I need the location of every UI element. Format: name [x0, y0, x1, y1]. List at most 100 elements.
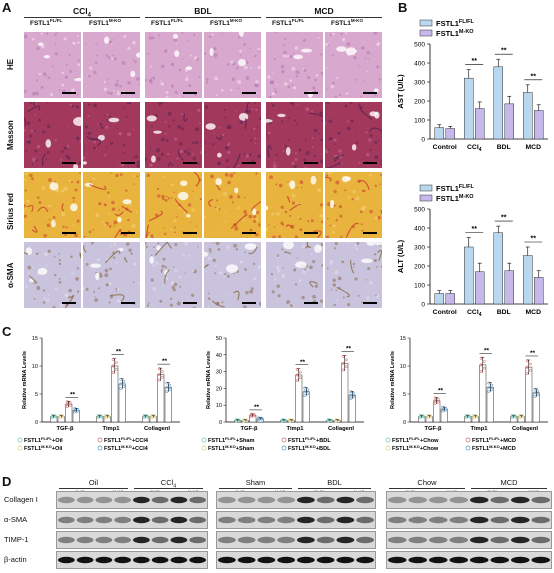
mrna-chart-2: 0 5 10 15 Relative mRNA Levels ** TGF-β ** Timp1… [385, 336, 548, 452]
histology-image-1-3 [204, 102, 261, 168]
bar-2-1 [295, 374, 303, 423]
scale-bar-0-4 [304, 92, 318, 94]
bar-2-2 [525, 366, 533, 423]
bar-0-1 [464, 246, 474, 305]
category-label-2: CollagenI [144, 426, 170, 432]
histology-image-3-1 [83, 242, 140, 308]
legend-marker-0 [17, 437, 23, 443]
legend-label-0: FSTL1FL/FL+Sham [208, 436, 255, 444]
bar-1-0 [445, 128, 455, 140]
panel-letter-b: B [398, 0, 408, 15]
histology-image-2-0 [24, 172, 81, 238]
scale-bar-1-5 [363, 162, 377, 164]
histology-image-3-5 [325, 242, 382, 308]
ytick-label: 50 [216, 336, 222, 342]
legend-label-1: FSTL1M-KO [436, 194, 474, 203]
legend-marker-0 [385, 437, 391, 443]
significance-mark: ** [254, 404, 260, 411]
legend-label-1: FSTL1FL/FL+MCD [472, 436, 516, 444]
scale-bar-2-3 [242, 232, 256, 234]
category-label-0: TGF-β [424, 426, 442, 432]
significance-mark: ** [162, 358, 168, 365]
histology-image-2-3 [204, 172, 261, 238]
blot-2-1 [386, 511, 552, 529]
ytick-label: 30 [216, 370, 222, 376]
group-underline-0 [24, 17, 140, 18]
legend-marker-1 [465, 437, 471, 443]
histology-image-0-3 [204, 32, 261, 98]
ytick-label: 40 [216, 353, 222, 359]
scale-bar-3-3 [242, 302, 256, 304]
significance-mark: ** [438, 388, 444, 395]
blot-2-2 [386, 531, 552, 549]
ytick-label: 10 [400, 364, 406, 370]
scale-bar-0-2 [183, 92, 197, 94]
bar-1-3 [534, 110, 544, 140]
legend-swatch-1 [419, 29, 433, 37]
significance-mark: ** [346, 346, 352, 353]
legend-marker-1 [97, 437, 103, 443]
ytick-label: 0 [35, 420, 38, 426]
ytick-label: 0 [403, 420, 406, 426]
group-underline-2 [266, 17, 382, 18]
stain-label-3: α-SMA [6, 262, 15, 288]
legend-label-3: FSTL1M-KO+BDL [288, 444, 331, 452]
ylabel: AST (U/L) [396, 74, 405, 109]
legend-swatch-1 [419, 194, 433, 202]
genotype-label-2-1: FSTL1M-KO [331, 18, 363, 28]
ytick-label: 20 [216, 386, 222, 392]
bar-2-1 [111, 365, 119, 423]
legend-label-3: FSTL1M-KO+CCl4 [104, 444, 149, 452]
ytick-label: 500 [414, 207, 425, 214]
panel-letter-a: A [2, 0, 12, 15]
legend-label-0: FSTL1FL/FL+Chow [392, 436, 439, 444]
category-label-3: MCD [526, 144, 542, 151]
ytick-label: 5 [35, 392, 38, 398]
histology-image-2-4 [266, 172, 323, 238]
blot-2-3 [386, 551, 552, 569]
genotype-label-1-0: FSTL1FL/FL [151, 18, 184, 28]
bar-2-1 [479, 364, 487, 423]
blot-group-line-1-0 [219, 488, 292, 489]
stain-label-0: HE [6, 58, 15, 70]
stain-label-2: Sirius red [6, 193, 15, 230]
legend-marker-3 [97, 445, 103, 451]
legend-label-0: FSTL1FL/FL [436, 184, 475, 193]
legend-label-2: FSTL1M-KO+Chow [392, 444, 439, 452]
ytick-label: 0 [219, 420, 222, 426]
category-label-1: CCl4 [467, 144, 482, 153]
blot-row-label-1: α-SMA [4, 515, 28, 524]
bar-1-2 [504, 103, 514, 140]
ytick-label: 400 [414, 226, 425, 233]
mrna-chart-0: 0 5 10 15 Relative mRNA Levels ** TGF-β ** Timp1… [17, 336, 180, 452]
ylabel: Relative mRNA Levels [390, 351, 396, 409]
category-label-2: CollagenI [328, 426, 354, 432]
legend-marker-0 [201, 437, 207, 443]
histology-image-1-5 [325, 102, 382, 168]
category-label-0: TGF-β [56, 426, 74, 432]
histology-image-0-4 [266, 32, 323, 98]
blot-row-label-3: β-actin [4, 555, 27, 564]
scale-bar-1-1 [121, 162, 135, 164]
ytick-label: 200 [414, 99, 425, 106]
category-label-1: Timp1 [471, 426, 489, 432]
histology-image-0-0 [24, 32, 81, 98]
legend-marker-3 [465, 445, 471, 451]
scale-bar-2-4 [304, 232, 318, 234]
histology-image-2-5 [325, 172, 382, 238]
significance-mark: ** [501, 48, 507, 55]
blot-0-2 [56, 531, 208, 549]
bar-0-2 [493, 66, 503, 140]
scale-bar-0-1 [121, 92, 135, 94]
legend-label-0: FSTL1FL/FL [436, 19, 475, 28]
group-header-1: BDL [194, 6, 212, 16]
legend-label-1: FSTL1FL/FL+CCl4 [104, 436, 149, 444]
group-header-2: MCD [314, 6, 334, 16]
histology-image-1-0 [24, 102, 81, 168]
scale-bar-3-0 [62, 302, 76, 304]
genotype-label-1-1: FSTL1M-KO [210, 18, 242, 28]
legend-label-2: FSTL1M-KO+Oil [24, 444, 63, 452]
category-label-0: Control [433, 144, 457, 151]
